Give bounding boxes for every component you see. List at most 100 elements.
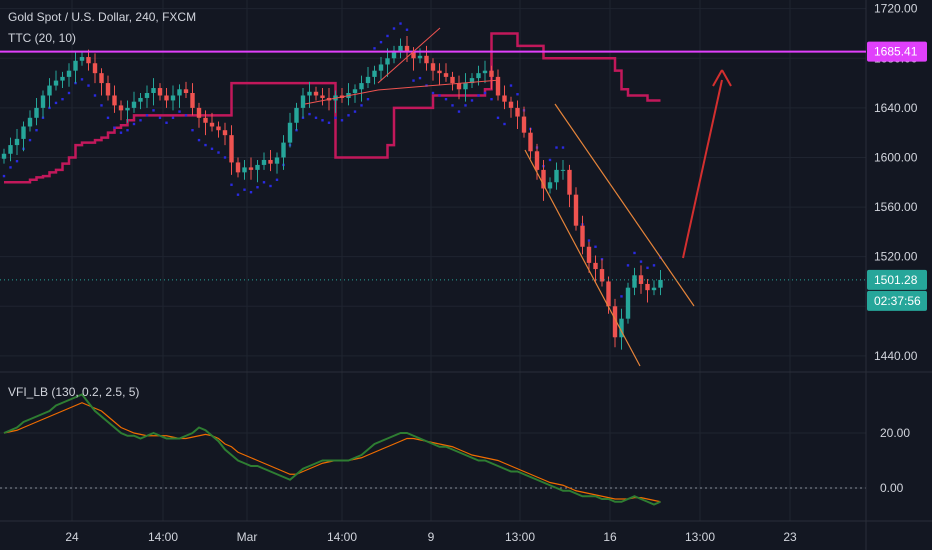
candle-body[interactable]: [625, 287, 631, 319]
candle-body[interactable]: [632, 275, 637, 288]
candle-body[interactable]: [73, 60, 78, 71]
candle-body[interactable]: [47, 85, 52, 96]
candle-body[interactable]: [281, 142, 286, 158]
price-tick-label[interactable]: 1640.00: [874, 101, 918, 115]
drawing-tools[interactable]: [0, 27, 866, 367]
time-tick-label[interactable]: 23: [783, 530, 797, 544]
candle-body[interactable]: [489, 70, 494, 77]
trend-arrow-head[interactable]: [712, 69, 732, 87]
candle-body[interactable]: [268, 159, 273, 164]
vfi-axis[interactable]: 20.00 0.00: [880, 426, 910, 495]
time-tick-label[interactable]: 9: [428, 530, 435, 544]
vfi-indicator-label[interactable]: VFI_LB (130, 0.2, 2.5, 5): [8, 385, 140, 399]
ttc-indicator-label[interactable]: TTC (20, 10): [8, 31, 77, 45]
candle-body[interactable]: [567, 169, 572, 195]
candle-body[interactable]: [586, 246, 592, 263]
wedge-line[interactable]: [377, 27, 441, 84]
candle-body[interactable]: [482, 70, 488, 74]
candle-body[interactable]: [21, 126, 26, 139]
candle-body[interactable]: [398, 45, 403, 51]
candle-body[interactable]: [554, 169, 559, 183]
candle-body[interactable]: [450, 76, 455, 84]
candle-body[interactable]: [378, 64, 384, 71]
candle-body[interactable]: [60, 76, 65, 81]
vfi-tick-label[interactable]: 20.00: [880, 426, 910, 440]
candle-body[interactable]: [203, 117, 208, 123]
price-tick-label[interactable]: 1520.00: [874, 250, 918, 264]
candle-body[interactable]: [157, 88, 163, 96]
candle-body[interactable]: [508, 101, 514, 108]
candle-body[interactable]: [242, 167, 247, 173]
candle-body[interactable]: [300, 95, 306, 108]
candle-body[interactable]: [287, 122, 293, 143]
candle-body[interactable]: [1, 153, 7, 159]
candle-body[interactable]: [573, 194, 579, 226]
candle-body[interactable]: [430, 63, 436, 71]
candle-body[interactable]: [456, 83, 462, 90]
candle-body[interactable]: [359, 83, 364, 90]
candle-body[interactable]: [463, 83, 468, 90]
candle-body[interactable]: [547, 182, 553, 189]
price-tick-label[interactable]: 1600.00: [874, 150, 918, 164]
candle-body[interactable]: [437, 70, 442, 74]
candle-body[interactable]: [274, 157, 280, 164]
channel-upper-line[interactable]: [554, 103, 695, 307]
candle-body[interactable]: [14, 138, 20, 146]
candle-body[interactable]: [502, 95, 507, 102]
time-axis[interactable]: 24 14:00 Mar 14:00 9 13:00 16 13:00 23: [65, 530, 797, 544]
price-tick-label[interactable]: 1720.00: [874, 2, 918, 16]
candle-body[interactable]: [612, 306, 618, 338]
candle-body[interactable]: [261, 159, 267, 165]
candle-body[interactable]: [534, 151, 540, 170]
time-tick-label[interactable]: Mar: [237, 530, 258, 544]
candle-body[interactable]: [599, 269, 605, 282]
candle-body[interactable]: [372, 70, 377, 77]
candle-body[interactable]: [411, 52, 416, 59]
candle-body[interactable]: [495, 76, 501, 96]
candle-body[interactable]: [255, 164, 260, 170]
candle-body[interactable]: [391, 50, 397, 59]
candle-body[interactable]: [235, 162, 241, 173]
candle-body[interactable]: [164, 95, 169, 101]
candle-body[interactable]: [144, 93, 150, 98]
candle-body[interactable]: [307, 91, 312, 96]
chart-title[interactable]: Gold Spot / U.S. Dollar, 240, FXCM: [8, 10, 197, 24]
candle-body[interactable]: [40, 95, 46, 108]
candle-body[interactable]: [190, 93, 195, 108]
candle-body[interactable]: [528, 132, 533, 152]
candle-body[interactable]: [131, 101, 137, 108]
price-tick-label[interactable]: 1440.00: [874, 349, 918, 363]
candle-body[interactable]: [66, 70, 72, 77]
candle-body[interactable]: [105, 83, 111, 96]
candle-body[interactable]: [619, 318, 624, 338]
time-tick-label[interactable]: 16: [603, 530, 617, 544]
time-tick-label[interactable]: 13:00: [505, 530, 535, 544]
candle-body[interactable]: [86, 57, 91, 64]
candle-body[interactable]: [177, 89, 182, 96]
candle-body[interactable]: [53, 80, 59, 86]
time-tick-label[interactable]: 24: [65, 530, 79, 544]
candle-body[interactable]: [443, 73, 449, 77]
candle-body[interactable]: [417, 55, 423, 59]
candle-body[interactable]: [183, 89, 189, 93]
candle-body[interactable]: [170, 95, 176, 101]
candle-body[interactable]: [8, 145, 13, 154]
candle-body[interactable]: [79, 57, 85, 61]
wedge-line[interactable]: [377, 79, 501, 91]
channel-lower-line[interactable]: [524, 149, 641, 367]
candle-body[interactable]: [606, 281, 611, 307]
candle-body[interactable]: [658, 279, 663, 288]
time-tick-label[interactable]: 14:00: [148, 530, 178, 544]
candle-body[interactable]: [521, 116, 527, 133]
candle-body[interactable]: [248, 167, 254, 170]
time-tick-label[interactable]: 14:00: [327, 530, 357, 544]
candles[interactable]: [1, 35, 663, 350]
candle-body[interactable]: [27, 117, 33, 127]
candle-body[interactable]: [313, 91, 319, 96]
time-tick-label[interactable]: 13:00: [685, 530, 715, 544]
candle-body[interactable]: [560, 169, 566, 171]
candle-body[interactable]: [222, 130, 228, 136]
candle-body[interactable]: [320, 95, 325, 98]
candle-body[interactable]: [209, 122, 215, 127]
